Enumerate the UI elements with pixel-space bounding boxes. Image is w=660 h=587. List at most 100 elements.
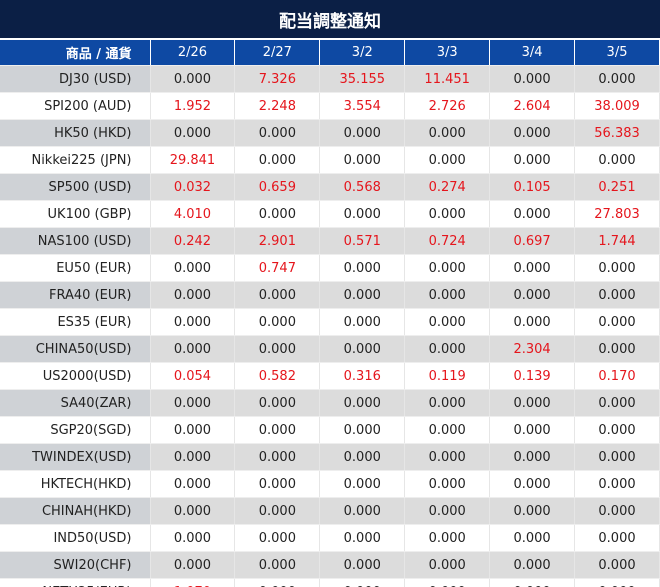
- table-row: FRA40 (EUR) 0.000 0.000 0.000 0.000 0.000 0.00…: [0, 281, 660, 309]
- product-name: Nikkei225 (JPN): [0, 146, 151, 174]
- dividend-value: 0.000: [574, 281, 660, 309]
- product-name: CHINAH(HKD): [0, 497, 151, 525]
- dividend-value: 2.726: [404, 92, 491, 120]
- dividend-value: 0.000: [234, 443, 321, 471]
- dividend-value: 0.032: [150, 173, 236, 201]
- dividend-value: 0.000: [150, 389, 236, 417]
- dividend-value: 0.000: [319, 524, 406, 552]
- dividend-value: 29.841: [150, 146, 236, 174]
- dividend-value: 0.316: [319, 362, 406, 390]
- dividend-value: 0.000: [489, 119, 576, 147]
- dividend-value: 0.000: [489, 389, 576, 417]
- dividend-value: 0.000: [574, 65, 660, 93]
- dividend-value: 0.000: [574, 308, 660, 336]
- dividend-value: 0.170: [574, 362, 660, 390]
- dividend-value: 0.724: [404, 227, 491, 255]
- table-row: SGP20(SGD) 0.000 0.000 0.000 0.000 0.000 0.000: [0, 416, 660, 444]
- dividend-value: 0.000: [489, 308, 576, 336]
- dividend-value: 0.105: [489, 173, 576, 201]
- dividend-value: 0.000: [404, 551, 491, 579]
- dividend-value: 0.000: [319, 200, 406, 228]
- dividend-value: 1.952: [150, 92, 236, 120]
- dividend-value: 0.000: [234, 281, 321, 309]
- dividend-value: 2.604: [489, 92, 576, 120]
- dividend-value: 0.000: [574, 470, 660, 498]
- product-name: SGP20(SGD): [0, 416, 151, 444]
- product-name: DJ30 (USD): [0, 65, 151, 93]
- product-name: HK50 (HKD): [0, 119, 151, 147]
- dividend-value: 0.000: [234, 200, 321, 228]
- dividend-value: 27.803: [574, 200, 660, 228]
- product-name: ES35 (EUR): [0, 308, 151, 336]
- dividend-value: 0.000: [574, 578, 660, 587]
- table-row: IND50(USD) 0.000 0.000 0.000 0.000 0.000 0.000: [0, 524, 660, 552]
- table-row: HK50 (HKD) 0.000 0.000 0.000 0.000 0.000 56.38…: [0, 119, 660, 147]
- dividend-value: 0.000: [574, 335, 660, 363]
- header-product: 商品 / 通貨: [0, 40, 151, 66]
- table-row: EU50 (EUR) 0.000 0.747 0.000 0.000 0.000 0.000: [0, 254, 660, 282]
- dividend-value: 0.000: [574, 524, 660, 552]
- dividend-value: 1.744: [574, 227, 660, 255]
- dividend-value: 0.119: [404, 362, 491, 390]
- dividend-value: 0.274: [404, 173, 491, 201]
- table-row: CHINAH(HKD) 0.000 0.000 0.000 0.000 0.000 0.00…: [0, 497, 660, 525]
- dividend-value: 0.251: [574, 173, 660, 201]
- table-row: SWI20(CHF) 0.000 0.000 0.000 0.000 0.000 0.000: [0, 551, 660, 579]
- dividend-value: 0.000: [319, 254, 406, 282]
- product-name: SA40(ZAR): [0, 389, 151, 417]
- dividend-value: 0.000: [150, 335, 236, 363]
- dividend-value: 0.000: [150, 308, 236, 336]
- product-name: UK100 (GBP): [0, 200, 151, 228]
- dividend-value: 0.000: [574, 416, 660, 444]
- dividend-value: 0.000: [489, 443, 576, 471]
- dividend-value: 2.304: [489, 335, 576, 363]
- dividend-value: 0.000: [319, 578, 406, 587]
- dividend-value: 0.000: [150, 524, 236, 552]
- product-name: FRA40 (EUR): [0, 281, 151, 309]
- dividend-value: 0.000: [404, 335, 491, 363]
- dividend-value: 0.000: [319, 281, 406, 309]
- dividend-value: 0.000: [234, 389, 321, 417]
- dividend-value: 0.000: [150, 470, 236, 498]
- dividend-value: 0.000: [404, 281, 491, 309]
- dividend-value: 1.070: [150, 578, 236, 587]
- dividend-value: 0.571: [319, 227, 406, 255]
- dividend-value: 0.000: [489, 254, 576, 282]
- header-row: 商品 / 通貨 2/26 2/27 3/2 3/3 3/4 3/5: [0, 40, 660, 66]
- dividend-value: 2.901: [234, 227, 321, 255]
- dividend-value: 0.000: [319, 308, 406, 336]
- dividend-value: 2.248: [234, 92, 321, 120]
- dividend-value: 0.000: [150, 119, 236, 147]
- header-date: 2/27: [234, 40, 321, 66]
- table-row: ES35 (EUR) 0.000 0.000 0.000 0.000 0.000 0.000: [0, 308, 660, 336]
- dividend-value: 0.659: [234, 173, 321, 201]
- dividend-value: 0.000: [404, 524, 491, 552]
- dividend-value: 4.010: [150, 200, 236, 228]
- dividend-value: 3.554: [319, 92, 406, 120]
- dividend-value: 0.000: [489, 470, 576, 498]
- header-date: 3/5: [574, 40, 660, 66]
- table-row: DJ30 (USD) 0.000 7.326 35.155 11.451 0.000 0.0…: [0, 65, 660, 93]
- dividend-value: 0.000: [319, 146, 406, 174]
- table-row: TWINDEX(USD) 0.000 0.000 0.000 0.000 0.000 0.0…: [0, 443, 660, 471]
- dividend-value: 0.000: [404, 119, 491, 147]
- dividend-value: 0.000: [489, 551, 576, 579]
- dividend-value: 0.000: [319, 389, 406, 417]
- dividend-value: 0.000: [404, 497, 491, 525]
- product-name: HKTECH(HKD): [0, 470, 151, 498]
- dividend-value: 0.000: [404, 578, 491, 587]
- dividend-value: 0.697: [489, 227, 576, 255]
- dividend-value: 0.000: [234, 497, 321, 525]
- dividend-value: 0.000: [404, 389, 491, 417]
- dividend-value: 38.009: [574, 92, 660, 120]
- dividend-value: 0.000: [234, 524, 321, 552]
- table-row: US2000(USD) 0.054 0.582 0.316 0.119 0.139 0.17…: [0, 362, 660, 390]
- table-body: DJ30 (USD) 0.000 7.326 35.155 11.451 0.000 0.0…: [0, 65, 660, 587]
- dividend-value: 0.000: [574, 389, 660, 417]
- dividend-value: 7.326: [234, 65, 321, 93]
- dividend-value: 0.000: [234, 146, 321, 174]
- dividend-value: 0.000: [404, 308, 491, 336]
- dividend-value: 11.451: [404, 65, 491, 93]
- dividend-value: 0.000: [404, 200, 491, 228]
- product-name: NAS100 (USD): [0, 227, 151, 255]
